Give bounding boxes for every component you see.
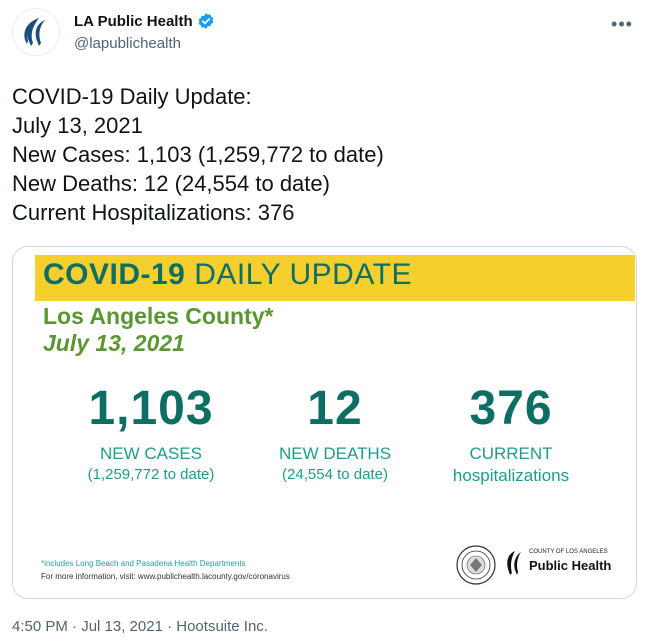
banner-title-rest: DAILY UPDATE [194,258,412,291]
stat-label: NEW DEATHS [278,444,392,463]
stat-new-cases: 1,103 NEW CASES (1,259,772 to date) [61,381,241,485]
stat-new-deaths: 12 NEW DEATHS (24,554 to date) [269,381,401,485]
more-info-text: For more information, visit: www.publich… [41,572,290,581]
stat-sub: (1,259,772 to date) [87,466,215,483]
banner-title-bold: COVID-19 [43,258,186,291]
tweet-meta[interactable]: 4:50 PM · Jul 13, 2021 · Hootsuite Inc. [12,618,268,635]
stat-hospitalizations: 376 CURRENT hospitalizations [437,381,585,487]
banner-title: COVID-19 DAILY UPDATE [43,258,412,292]
stat-number: 376 [469,382,553,435]
logo-county-text: COUNTY OF LOS ANGELES [529,549,608,555]
footnote: *includes Long Beach and Pasadena Health… [41,559,246,568]
display-name[interactable]: LA Public Health [74,12,193,30]
name-row: LA Public Health [74,12,215,30]
public-health-mark-icon [507,551,521,575]
handle[interactable]: @lapublichealth [74,35,181,52]
stat-label: CURRENT [469,444,553,463]
county-seal-icon [456,545,496,585]
avatar[interactable] [12,8,60,56]
tweet-line: New Cases: 1,103 (1,259,772 to date) [12,142,384,167]
tweet-line: Current Hospitalizations: 376 [12,200,295,225]
tweet-line: July 13, 2021 [12,113,143,138]
card-date: July 13, 2021 [43,330,185,356]
tweet-header: LA Public Health @lapublichealth ••• [12,8,638,60]
verified-badge-icon [198,13,213,29]
stat-number: 1,103 [88,382,214,435]
media-card[interactable]: COVID-19 DAILY UPDATE Los Angeles County… [12,246,637,599]
county-name: Los Angeles County* [43,303,274,329]
stat-sub: hospitalizations [452,466,570,485]
tweet-line: New Deaths: 12 (24,554 to date) [12,171,330,196]
la-public-health-logo-icon [24,18,45,46]
logo-name-text: Public Health [529,558,612,573]
more-options-icon[interactable]: ••• [611,13,633,34]
tweet-text: COVID-19 Daily Update: July 13, 2021 New… [12,82,632,227]
stat-label: NEW CASES [99,444,203,463]
update-banner: COVID-19 DAILY UPDATE [35,255,635,301]
tweet-line: COVID-19 Daily Update: [12,84,252,109]
stat-number: 12 [307,382,363,435]
public-health-logo: COUNTY OF LOS ANGELES Public Health [503,547,621,581]
stat-sub: (24,554 to date) [282,466,388,483]
